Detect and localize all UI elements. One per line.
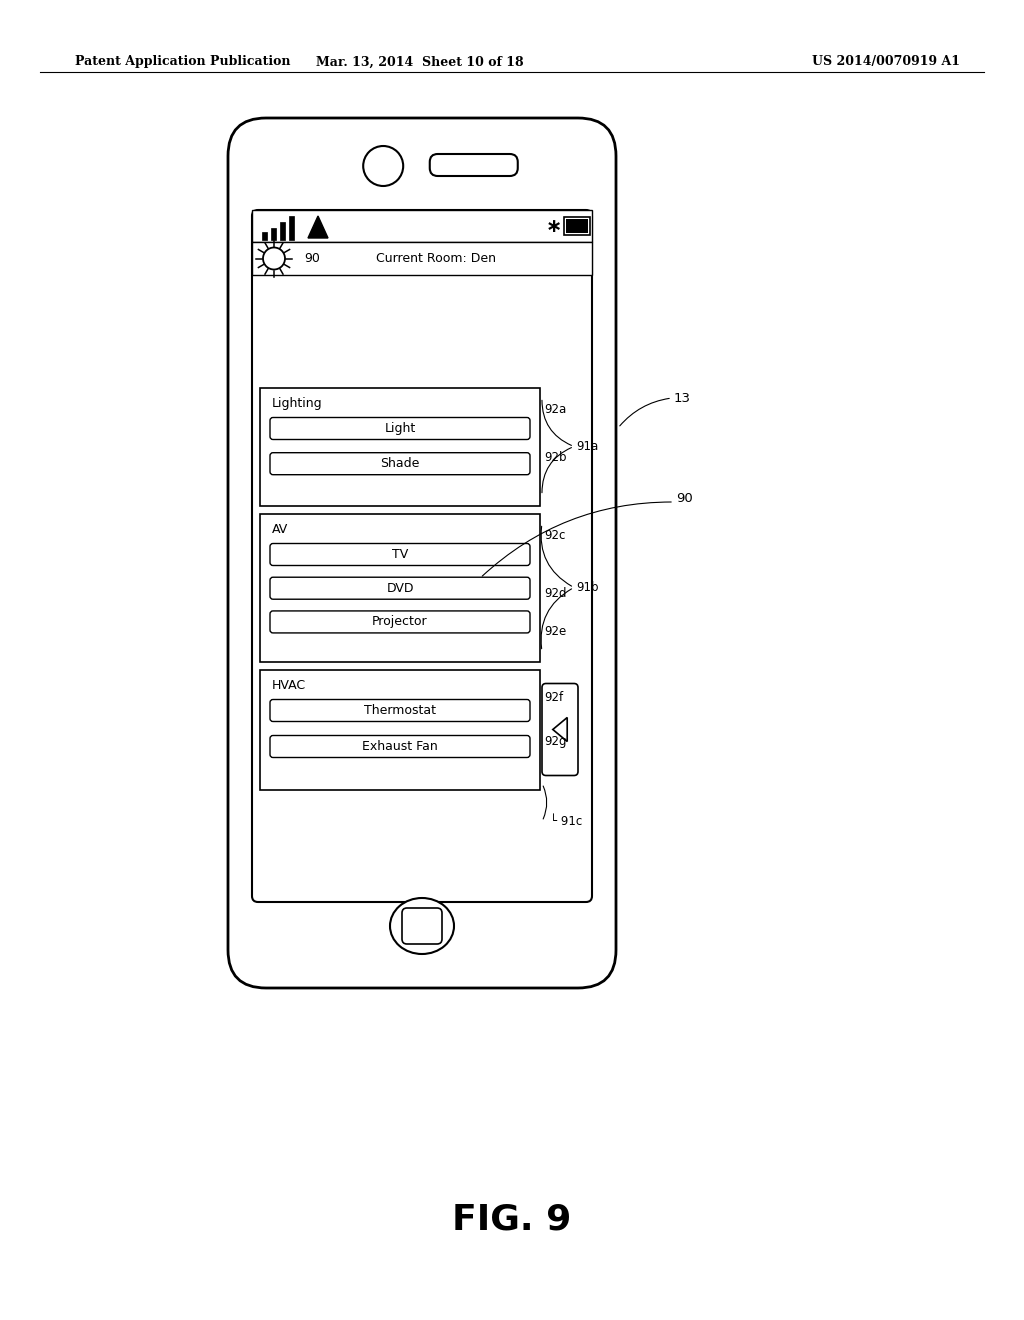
Text: Light: Light: [384, 422, 416, 436]
Ellipse shape: [390, 898, 454, 954]
Text: 92c: 92c: [544, 529, 565, 543]
Bar: [262, 232, 267, 240]
Text: 90: 90: [676, 491, 693, 504]
Text: Thermostat: Thermostat: [364, 704, 436, 717]
Text: └ 91c: └ 91c: [550, 814, 583, 828]
Text: Exhaust Fan: Exhaust Fan: [362, 741, 438, 752]
Text: Shade: Shade: [380, 457, 420, 470]
FancyBboxPatch shape: [270, 700, 530, 722]
Text: 92a: 92a: [544, 403, 566, 416]
Text: 92f: 92f: [544, 690, 563, 704]
FancyBboxPatch shape: [270, 453, 530, 475]
Circle shape: [364, 147, 403, 186]
Text: ∗: ∗: [546, 216, 562, 235]
Polygon shape: [308, 216, 328, 238]
FancyBboxPatch shape: [252, 210, 592, 902]
Text: AV: AV: [272, 523, 288, 536]
Text: 92d: 92d: [544, 587, 566, 601]
Text: Current Room: Den: Current Room: Den: [376, 252, 496, 265]
Bar: [260, 388, 540, 506]
Bar: [260, 669, 540, 789]
Text: 90: 90: [304, 252, 319, 265]
Bar: [564, 216, 590, 235]
Text: Mar. 13, 2014  Sheet 10 of 18: Mar. 13, 2014 Sheet 10 of 18: [316, 55, 524, 69]
Bar: [289, 216, 294, 240]
Bar: [252, 210, 592, 242]
FancyBboxPatch shape: [270, 577, 530, 599]
FancyBboxPatch shape: [542, 684, 578, 776]
Bar: [252, 242, 592, 275]
Text: 91a: 91a: [575, 440, 598, 453]
Text: 92e: 92e: [544, 624, 566, 638]
Circle shape: [263, 248, 285, 269]
Text: Lighting: Lighting: [272, 397, 323, 411]
Polygon shape: [553, 718, 567, 742]
Bar: [566, 219, 588, 234]
Bar: [271, 228, 276, 240]
FancyBboxPatch shape: [402, 908, 442, 944]
FancyBboxPatch shape: [270, 417, 530, 440]
Bar: [280, 222, 285, 240]
Text: Patent Application Publication: Patent Application Publication: [75, 55, 291, 69]
FancyBboxPatch shape: [228, 117, 616, 987]
Text: 91b: 91b: [575, 581, 598, 594]
Text: FIG. 9: FIG. 9: [453, 1203, 571, 1237]
Text: DVD: DVD: [386, 582, 414, 595]
Text: 13: 13: [674, 392, 691, 404]
FancyBboxPatch shape: [270, 611, 530, 632]
Text: 92b: 92b: [544, 451, 566, 465]
Text: Projector: Projector: [372, 615, 428, 628]
Text: TV: TV: [392, 548, 409, 561]
FancyBboxPatch shape: [270, 735, 530, 758]
Text: HVAC: HVAC: [272, 678, 306, 692]
FancyBboxPatch shape: [270, 544, 530, 565]
Text: US 2014/0070919 A1: US 2014/0070919 A1: [812, 55, 961, 69]
Text: 92g: 92g: [544, 735, 566, 748]
Bar: [260, 513, 540, 661]
FancyBboxPatch shape: [430, 154, 518, 176]
